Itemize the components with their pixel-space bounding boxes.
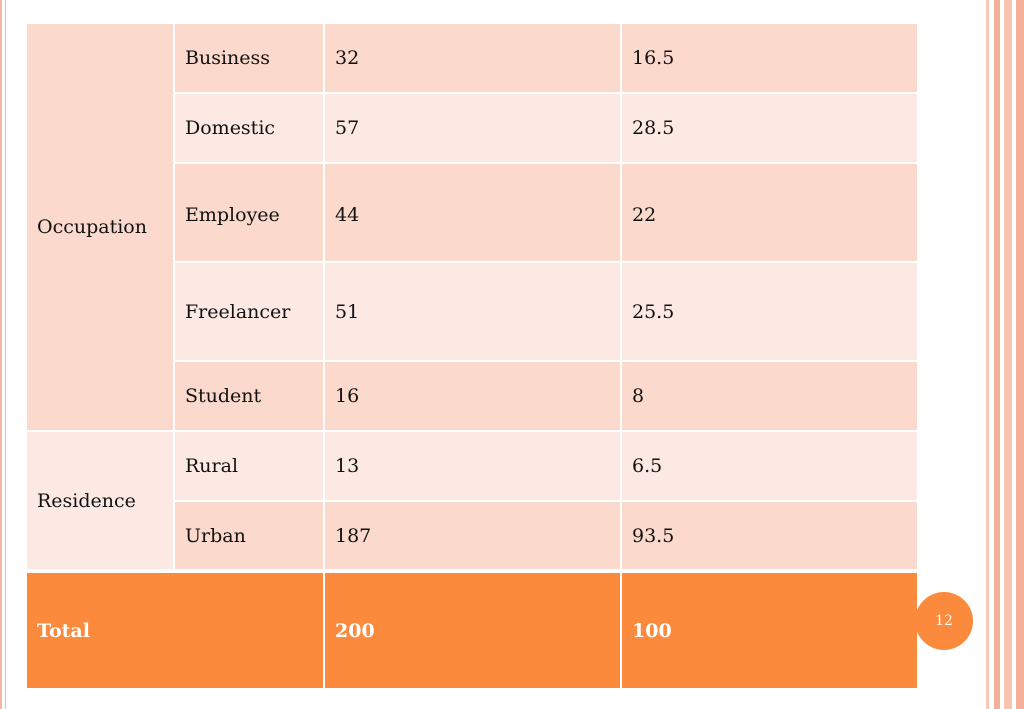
total-count: 200 — [323, 569, 622, 690]
percent-cell: 22 — [620, 162, 919, 263]
count-cell: 13 — [323, 430, 622, 502]
percent-cell: 25.5 — [620, 261, 919, 362]
count-cell: 44 — [323, 162, 622, 263]
count-cell: 51 — [323, 261, 622, 362]
percent-cell: 93.5 — [620, 500, 919, 572]
table-row: Urban 187 93.5 — [26, 500, 919, 572]
page-number-badge: 12 — [915, 592, 973, 650]
category-cell: Urban — [173, 500, 325, 572]
category-cell: Business — [173, 22, 325, 94]
table-row: Residence Rural 13 6.5 — [25, 430, 919, 572]
count-cell: 32 — [323, 22, 622, 94]
right-border-decoration — [986, 0, 1024, 709]
table-row: Employee 44 22 — [26, 162, 919, 263]
category-cell: Freelancer — [173, 261, 325, 362]
group-label-occupation: Occupation — [25, 22, 175, 432]
left-border-decoration — [0, 0, 6, 709]
total-row: Total 200 100 — [25, 569, 919, 690]
count-cell: 16 — [323, 360, 622, 432]
data-table: Occupation Business 32 16.5 Domestic 57 … — [25, 22, 919, 690]
table-row: Freelancer 51 25.5 — [26, 261, 919, 362]
count-cell: 187 — [323, 500, 622, 572]
total-label: Total — [25, 569, 325, 690]
count-cell: 57 — [323, 92, 622, 164]
percent-cell: 6.5 — [620, 430, 919, 502]
category-cell: Employee — [173, 162, 325, 263]
table-row: Domestic 57 28.5 — [26, 92, 919, 164]
group-label-residence: Residence — [25, 430, 175, 572]
percent-cell: 8 — [620, 360, 919, 432]
category-cell: Domestic — [173, 92, 325, 164]
table-row: Student 16 8 — [26, 360, 919, 432]
category-cell: Student — [173, 360, 325, 432]
percent-cell: 28.5 — [620, 92, 919, 164]
table-row: Occupation Business 32 16.5 — [25, 22, 919, 432]
category-cell: Rural — [173, 430, 325, 502]
total-percent: 100 — [620, 569, 919, 690]
percent-cell: 16.5 — [620, 22, 919, 94]
